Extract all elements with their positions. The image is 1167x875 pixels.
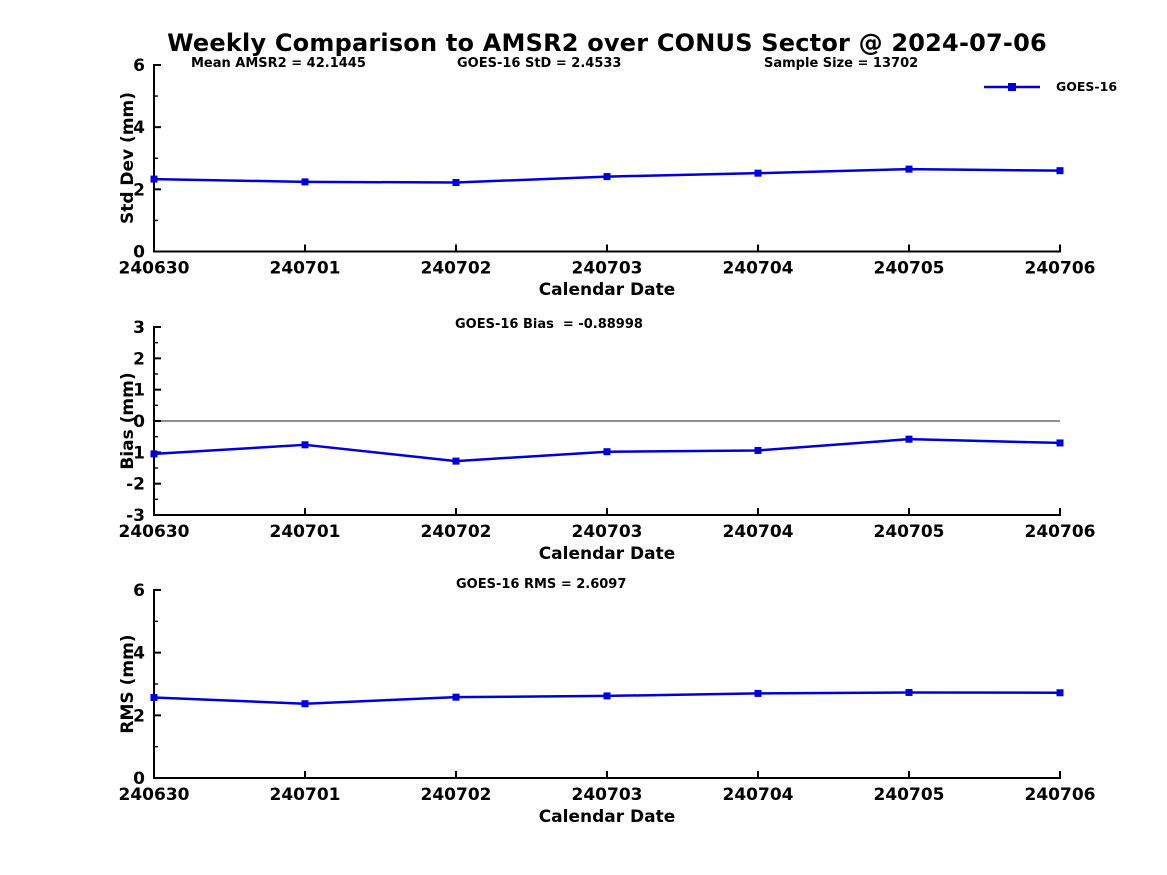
figure-title: Weekly Comparison to AMSR2 over CONUS Se… xyxy=(167,29,1047,57)
data-point-marker xyxy=(905,688,913,696)
x-tick-label: 240701 xyxy=(270,522,341,542)
y-tick-label: -2 xyxy=(126,475,145,495)
subplot-bias: -3 -2 -1 0 1 2 3 240630 240701 240702 240703 240704… xyxy=(119,318,1096,542)
y-tick-label: 0 xyxy=(133,769,145,789)
y-tick-label: 3 xyxy=(133,318,145,338)
x-tick-label: 240703 xyxy=(572,785,643,805)
x-tick-label: 240630 xyxy=(119,785,190,805)
data-point-marker xyxy=(301,441,309,449)
x-tick-label: 240706 xyxy=(1025,522,1096,542)
legend-line-marker-icon xyxy=(984,82,1040,91)
subplot-rms: 0 2 4 6 240630 240701 240702 240703 240704 240705… xyxy=(119,581,1096,805)
data-point-marker xyxy=(1056,689,1064,697)
subplot-stddev: 0 2 4 6 240630 240701 240702 240703 240704 240705… xyxy=(119,56,1096,279)
data-point-marker xyxy=(603,448,611,456)
xlabel-bias: Calendar Date xyxy=(538,544,676,564)
x-tick-label: 240630 xyxy=(119,259,190,279)
data-point-marker xyxy=(754,169,762,177)
legend-marker xyxy=(1008,82,1016,91)
x-tick-label: 240703 xyxy=(572,259,643,279)
data-point-marker xyxy=(603,692,611,700)
ylabel-rms: RMS (mm) xyxy=(118,634,138,734)
y-tick-label: 2 xyxy=(133,706,145,726)
y-tick-label: -1 xyxy=(126,443,145,463)
y-tick-label: -3 xyxy=(126,506,145,526)
x-tick-label: 240704 xyxy=(723,522,794,542)
x-tick-label: 240704 xyxy=(723,785,794,805)
stat-mean-amsr2: Mean AMSR2 = 42.1445 xyxy=(191,56,366,71)
data-point-marker xyxy=(1056,439,1064,447)
x-tick-label: 240630 xyxy=(119,522,190,542)
ylabel-bias: Bias (mm) xyxy=(118,372,138,470)
data-point-marker xyxy=(301,700,309,708)
x-tick-label: 240702 xyxy=(421,522,492,542)
x-tick-label: 240706 xyxy=(1025,785,1096,805)
x-tick-label: 240705 xyxy=(874,522,945,542)
data-point-marker xyxy=(905,435,913,443)
legend: GOES-16 xyxy=(983,79,1117,94)
data-point-marker xyxy=(452,457,460,465)
y-tick-label: 4 xyxy=(133,118,145,138)
data-point-marker xyxy=(150,450,158,458)
y-tick-label: 2 xyxy=(133,180,145,200)
data-point-marker xyxy=(754,446,762,454)
x-tick-label: 240702 xyxy=(421,785,492,805)
y-tick-label: 0 xyxy=(133,412,145,432)
x-tick-label: 240701 xyxy=(270,785,341,805)
x-tick-label: 240701 xyxy=(270,259,341,279)
y-tick-label: 2 xyxy=(133,349,145,369)
x-tick-label: 240704 xyxy=(723,259,794,279)
y-tick-label: 0 xyxy=(133,243,145,263)
ylabel-stddev: Std Dev (mm) xyxy=(118,91,138,225)
data-point-marker xyxy=(150,175,158,183)
y-tick-label: 6 xyxy=(133,56,145,76)
data-point-marker xyxy=(754,689,762,697)
stat-sample-size: Sample Size = 13702 xyxy=(764,56,919,71)
y-tick-label: 4 xyxy=(133,644,145,664)
data-point-marker xyxy=(301,178,309,186)
legend-label: GOES-16 xyxy=(1056,79,1118,94)
stat-goes16-rms: GOES-16 RMS = 2.6097 xyxy=(456,577,627,592)
data-point-marker xyxy=(603,173,611,181)
x-tick-label: 240705 xyxy=(874,785,945,805)
data-point-marker xyxy=(452,693,460,701)
stat-goes16-bias: GOES-16 Bias = -0.88998 xyxy=(455,317,643,332)
xlabel-rms: Calendar Date xyxy=(538,807,676,827)
x-tick-label: 240703 xyxy=(572,522,643,542)
x-tick-label: 240705 xyxy=(874,259,945,279)
x-tick-label: 240702 xyxy=(421,259,492,279)
y-tick-label: 6 xyxy=(133,581,145,601)
xlabel-stddev: Calendar Date xyxy=(538,280,676,300)
y-tick-label: 1 xyxy=(133,381,145,401)
data-point-marker xyxy=(452,178,460,186)
data-point-marker xyxy=(150,693,158,701)
x-tick-label: 240706 xyxy=(1025,259,1096,279)
stat-goes16-std: GOES-16 StD = 2.4533 xyxy=(457,56,622,71)
data-point-marker xyxy=(905,165,913,173)
data-point-marker xyxy=(1056,167,1064,175)
